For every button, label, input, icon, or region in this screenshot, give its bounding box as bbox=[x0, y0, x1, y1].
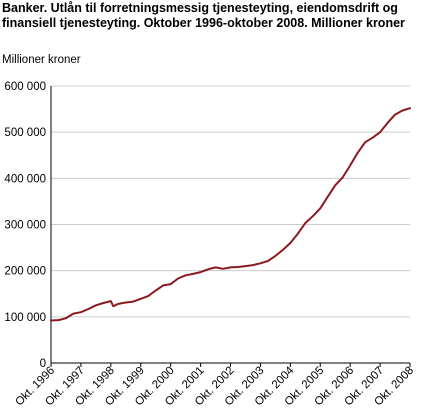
y-tick-label: 400 000 bbox=[4, 173, 46, 185]
y-tick-label: 200 000 bbox=[4, 266, 46, 278]
y-tick-label: 100 000 bbox=[4, 312, 46, 324]
chart-title: Banker. Utlån til forretningsmessig tjen… bbox=[2, 1, 405, 30]
y-tick-label: 500 000 bbox=[4, 127, 46, 139]
y-tick-label: 600 000 bbox=[4, 81, 46, 93]
series-line bbox=[50, 107, 411, 322]
y-tick-label: 0 bbox=[40, 358, 46, 370]
y-tick-label: 300 000 bbox=[4, 220, 46, 232]
y-axis-label: Millioner kroner bbox=[2, 54, 81, 66]
